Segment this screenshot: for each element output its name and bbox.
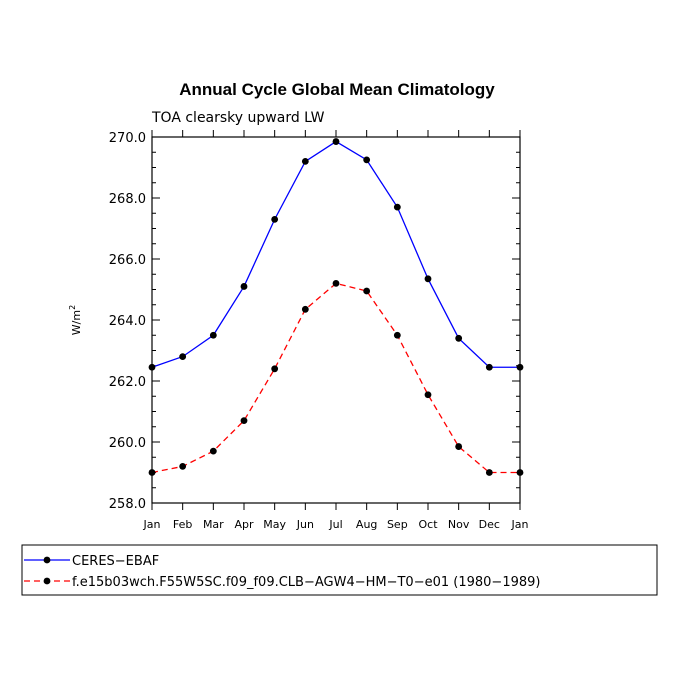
x-tick-label: Jul — [328, 518, 342, 531]
data-point — [363, 287, 371, 295]
data-point — [179, 353, 187, 360]
x-tick-label: Jan — [143, 518, 161, 531]
data-point — [516, 363, 524, 371]
x-tick-label: Aug — [356, 518, 377, 531]
data-point — [485, 363, 493, 371]
data-point — [485, 469, 493, 476]
data-point — [301, 305, 309, 313]
x-tick-label: Apr — [234, 518, 254, 531]
y-axis: 258.0 260.0 262.0 264.0 266.0 268.0 270.0 — [109, 131, 520, 512]
data-point — [148, 363, 156, 371]
data-point — [332, 280, 340, 287]
data-point — [271, 365, 279, 373]
data-point — [393, 331, 401, 339]
data-point — [393, 203, 401, 211]
chart-subtitle: TOA clearsky upward LW — [151, 110, 325, 126]
data-point — [271, 215, 279, 223]
x-axis: Jan Feb Mar Apr May Jun Jul Aug Sep Oct Nov Dec Jan — [143, 130, 529, 531]
y-tick-label: 258.0 — [109, 497, 146, 512]
x-tick-label: Oct — [418, 518, 438, 531]
y-axis-label-superscript: 2 — [68, 305, 77, 310]
x-tick-label: Sep — [387, 518, 408, 531]
y-axis-label: W/m2 — [68, 305, 83, 335]
y-tick-label: 262.0 — [109, 375, 146, 390]
series-line-1 — [151, 282, 520, 474]
x-tick-label: Jan — [511, 518, 529, 531]
y-tick-label: 266.0 — [109, 253, 146, 268]
data-point — [455, 443, 463, 450]
axes — [151, 136, 521, 504]
legend-label-0: CERES−EBAF — [72, 554, 159, 569]
x-tick-label: Jun — [296, 518, 314, 531]
series-line-0 — [151, 140, 520, 368]
legend-marker-0 — [43, 556, 51, 564]
x-tick-label: Nov — [448, 518, 470, 531]
data-point — [209, 331, 217, 339]
data-point — [148, 469, 156, 476]
x-tick-label: Feb — [173, 518, 192, 531]
data-point — [179, 463, 187, 470]
data-point — [455, 334, 463, 342]
y-tick-label: 270.0 — [109, 131, 146, 146]
legend-label-1: f.e15b03wch.F55W5SC.f09_f09.CLB−AGW4−HM−… — [72, 575, 540, 590]
plot-frame — [151, 136, 521, 504]
y-tick-label: 268.0 — [109, 192, 146, 207]
y-tick-label: 264.0 — [109, 314, 146, 329]
legend: CERES−EBAF f.e15b03wch.F55W5SC.f09_f09.CL… — [21, 544, 658, 596]
data-point — [240, 283, 248, 290]
data-point — [516, 469, 524, 476]
data-point — [424, 391, 432, 399]
y-axis-label-text: W/m — [70, 310, 83, 335]
chart-title: Annual Cycle Global Mean Climatology — [179, 80, 495, 99]
x-tick-label: May — [263, 518, 286, 531]
data-point — [363, 156, 371, 164]
series-group — [148, 138, 524, 476]
data-point — [424, 275, 432, 283]
data-point — [301, 158, 309, 165]
data-point — [240, 417, 248, 425]
x-tick-label: Mar — [203, 518, 224, 531]
data-point — [209, 447, 217, 455]
x-tick-label: Dec — [479, 518, 500, 531]
legend-marker-1 — [43, 577, 51, 585]
svg-text:W/m2: W/m2 — [68, 305, 83, 335]
legend-box — [21, 544, 658, 596]
y-tick-label: 260.0 — [109, 436, 146, 451]
data-point — [332, 138, 340, 145]
